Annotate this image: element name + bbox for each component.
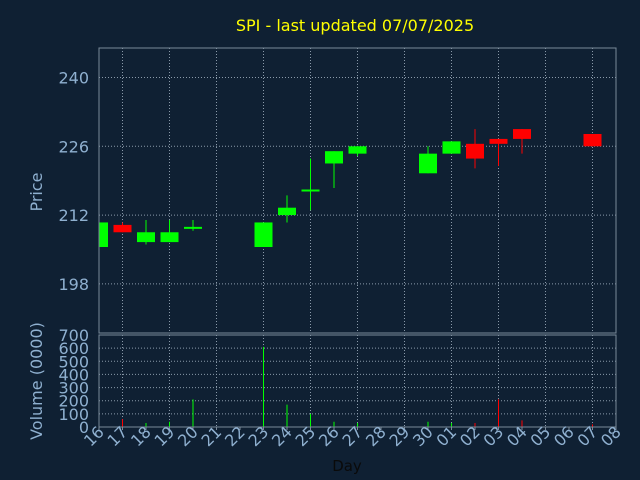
candle-body — [466, 143, 484, 159]
candle-body — [160, 232, 179, 243]
volume-axis-label: Volume (0000) — [27, 322, 46, 440]
candle-body — [583, 133, 602, 147]
candle — [98, 222, 108, 248]
candle-body — [278, 207, 296, 216]
price-axis-ticks: 198 212 226 240 — [58, 68, 89, 293]
volume-tick-label: 400 — [58, 365, 89, 384]
candle-body — [348, 146, 367, 154]
candle — [160, 219, 179, 243]
volume-bars — [122, 346, 593, 427]
volume-tick-label: 200 — [58, 392, 89, 411]
candle — [113, 222, 132, 233]
candle — [583, 133, 602, 147]
candle — [301, 158, 320, 211]
volume-tick-label: 100 — [58, 405, 89, 424]
candle-body — [137, 232, 155, 243]
price-tick-label: 212 — [58, 206, 89, 225]
candle — [137, 219, 155, 245]
candle-body — [184, 226, 202, 229]
price-tick-label: 198 — [58, 275, 89, 294]
candle-body — [113, 224, 132, 233]
price-tick-label: 226 — [58, 137, 89, 156]
price-panel-frame — [98, 47, 617, 334]
candle-body — [254, 222, 273, 248]
volume-tick-label: 300 — [58, 379, 89, 398]
chart-title: SPI - last updated 07/07/2025 — [236, 16, 474, 35]
candle-body — [301, 189, 320, 192]
candle — [325, 151, 343, 189]
candle — [419, 146, 437, 174]
volume-tick-label: 600 — [58, 339, 89, 358]
candle — [348, 146, 367, 157]
candle — [278, 195, 296, 223]
candle — [466, 129, 484, 169]
price-tick-label: 240 — [58, 68, 89, 87]
candle — [513, 129, 531, 154]
candle-body — [99, 222, 108, 248]
candle-body — [513, 129, 531, 139]
volume-tick-label: 500 — [58, 352, 89, 371]
volume-tick-label: 0 — [79, 418, 89, 437]
x-axis-label: Day — [332, 457, 362, 475]
candle — [254, 222, 273, 248]
candle-body — [489, 138, 508, 144]
candle — [489, 138, 508, 166]
volume-tick-label: 700 — [58, 326, 89, 345]
candle-body — [419, 153, 437, 174]
x-axis-ticks: 1617181920212223242526272829300102030405… — [80, 422, 625, 450]
candle-body — [325, 151, 343, 164]
volume-grid — [99, 335, 616, 427]
candle-body — [442, 141, 461, 154]
price-axis-label: Price — [27, 172, 46, 211]
candle — [184, 219, 202, 231]
candle — [442, 141, 461, 154]
